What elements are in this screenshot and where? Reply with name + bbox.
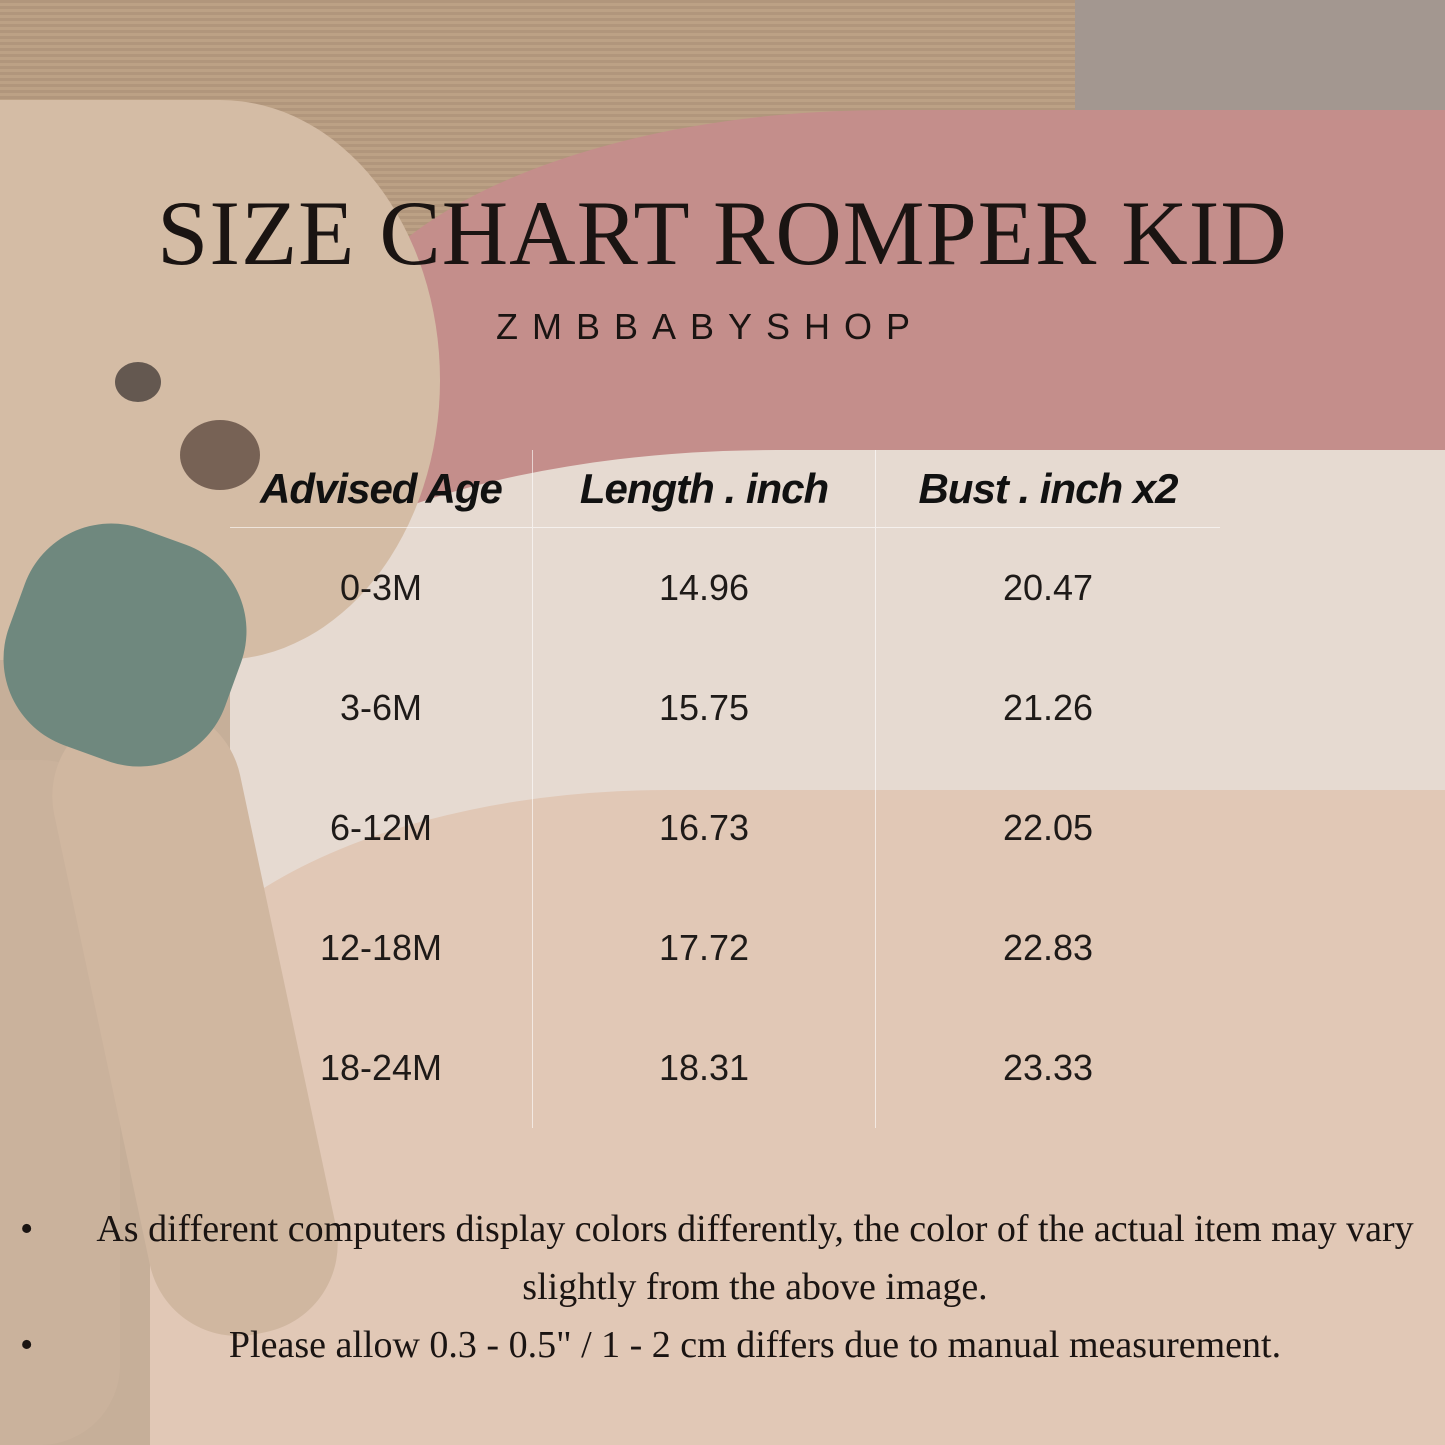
table-row: 18-24M 18.31 23.33 [230,1008,1220,1128]
note-colors: • As different computers display colors d… [20,1200,1430,1316]
cell-bust: 22.05 [875,768,1220,888]
header-age: Advised Age [230,450,533,528]
cell-bust: 20.47 [875,527,1220,648]
cell-length: 16.73 [532,768,876,888]
cell-age: 18-24M [319,1047,443,1088]
page-title: SIZE CHART ROMPER KID [157,182,1288,284]
cell-length: 15.75 [532,648,876,768]
cell-length: 17.72 [532,888,876,1008]
table-row: 12-18M 17.72 22.83 [230,888,1220,1008]
bear-eye [115,362,161,402]
bullet: • [20,1208,34,1250]
note-text: Please allow 0.3 - 0.5" / 1 - 2 cm diffe… [228,1324,1282,1366]
cell-length: 18.31 [532,1008,876,1128]
size-table: Advised Age Length . inch Bust . inch x2… [230,450,1220,1128]
shop-name: ZMBBABYSHOP [496,306,925,347]
cell-age: 3-6M [339,687,423,728]
table-header: Advised Age Length . inch Bust . inch x2 [230,450,1220,528]
cell-bust: 22.83 [875,888,1220,1008]
notes: • As different computers display colors d… [20,1200,1430,1374]
cell-bust: 23.33 [875,1008,1220,1128]
cell-age: 0-3M [339,567,423,608]
header-bust: Bust . inch x2 [875,450,1220,528]
table-row: 6-12M 16.73 22.05 [230,768,1220,888]
cell-length: 14.96 [532,527,876,648]
header-length: Length . inch [532,450,876,528]
note-measurement: • Please allow 0.3 - 0.5" / 1 - 2 cm diff… [20,1316,1430,1374]
cell-bust: 21.26 [875,648,1220,768]
cell-age: 6-12M [329,807,433,848]
table-row: 0-3M 14.96 20.47 [230,527,1220,648]
cell-age: 12-18M [319,927,443,968]
note-text: As different computers display colors di… [96,1208,1414,1308]
bullet: • [20,1324,34,1366]
table-row: 3-6M 15.75 21.26 [230,648,1220,768]
